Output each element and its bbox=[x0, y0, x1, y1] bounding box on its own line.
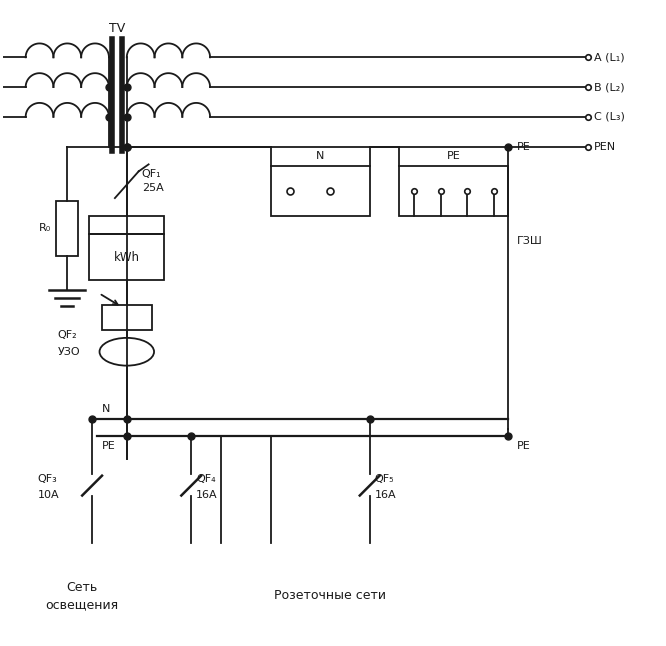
Text: PEN: PEN bbox=[593, 141, 616, 152]
Bar bbox=[270, 167, 370, 216]
Text: Розеточные сети: Розеточные сети bbox=[274, 589, 386, 602]
Text: 16А: 16А bbox=[196, 490, 218, 499]
Text: 25A: 25A bbox=[142, 183, 163, 193]
Text: QF₁: QF₁ bbox=[142, 169, 161, 180]
Text: TV: TV bbox=[109, 23, 125, 36]
Text: 16A: 16A bbox=[375, 490, 396, 499]
Text: QF₃: QF₃ bbox=[37, 474, 57, 484]
Text: освещения: освещения bbox=[45, 598, 119, 611]
Text: N: N bbox=[316, 151, 324, 162]
Text: QF₄: QF₄ bbox=[196, 474, 216, 484]
Text: QF₅: QF₅ bbox=[375, 474, 394, 484]
Text: R₀: R₀ bbox=[39, 224, 51, 233]
Bar bbox=[57, 201, 78, 256]
Text: PE: PE bbox=[102, 441, 116, 451]
Text: Сеть: Сеть bbox=[67, 581, 98, 594]
Text: ГЗШ: ГЗШ bbox=[516, 236, 542, 245]
Text: QF₂: QF₂ bbox=[57, 330, 77, 340]
Text: PE: PE bbox=[516, 141, 530, 152]
Text: A (L₁): A (L₁) bbox=[593, 52, 624, 62]
Bar bbox=[400, 167, 508, 216]
Text: kWh: kWh bbox=[114, 251, 140, 264]
Text: C (L₃): C (L₃) bbox=[593, 112, 625, 122]
Text: УЗО: УЗО bbox=[57, 347, 80, 357]
Bar bbox=[89, 216, 165, 234]
Bar bbox=[89, 234, 165, 280]
Text: PE: PE bbox=[447, 151, 461, 162]
Text: 10A: 10A bbox=[37, 490, 59, 499]
Text: PE: PE bbox=[516, 441, 530, 451]
Text: B (L₂): B (L₂) bbox=[593, 82, 624, 92]
Bar bbox=[102, 305, 152, 330]
Text: N: N bbox=[102, 404, 111, 414]
